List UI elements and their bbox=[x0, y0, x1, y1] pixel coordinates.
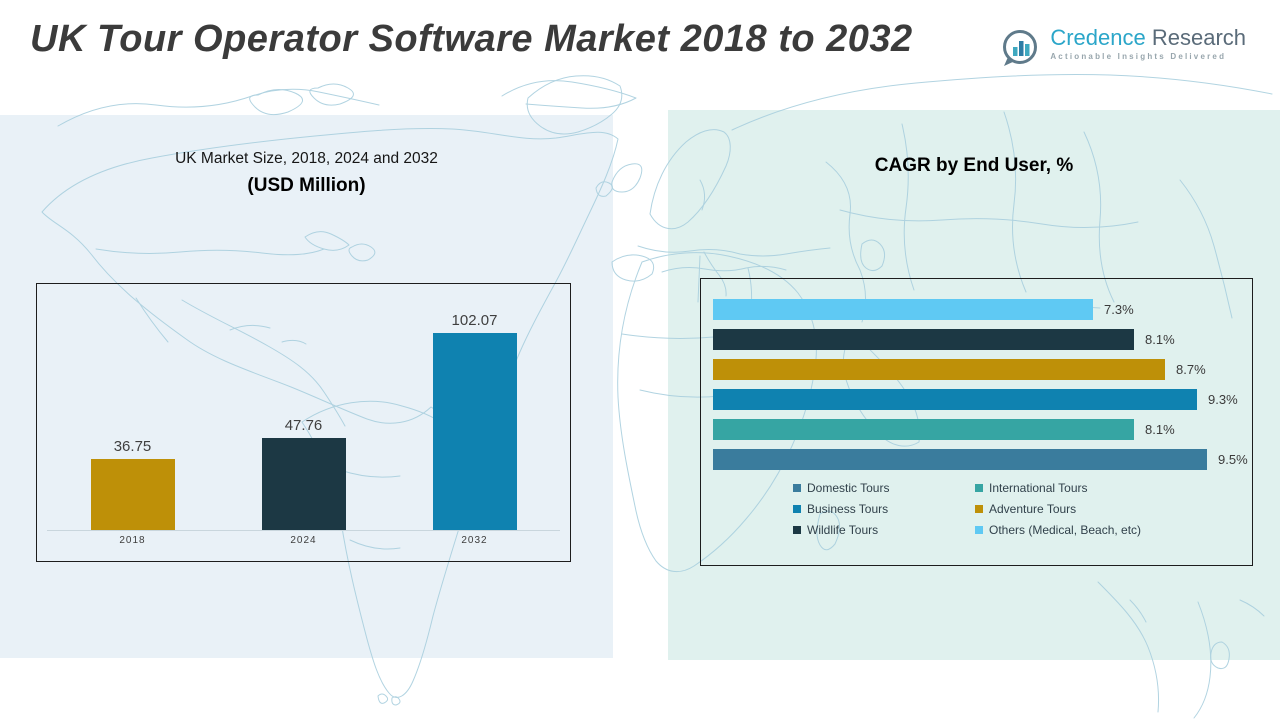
cagr-value-label: 8.7% bbox=[1176, 362, 1206, 377]
right-chart-title: CAGR by End User, % bbox=[874, 155, 1074, 176]
brand-name: Credence Research bbox=[1050, 26, 1246, 50]
cagr-value-label: 9.3% bbox=[1208, 392, 1238, 407]
market-size-chart-card: 36.75 47.76 102.07 2018 2024 2032 bbox=[36, 283, 571, 562]
brand-logo: Credence Research Actionable Insights De… bbox=[999, 26, 1246, 68]
cagr-bar bbox=[713, 329, 1134, 350]
cagr-bar bbox=[713, 389, 1197, 410]
legend-marker-icon bbox=[975, 505, 983, 513]
bar-group-2024: 47.76 bbox=[261, 417, 346, 530]
legend-item: Others (Medical, Beach, etc) bbox=[975, 523, 1252, 537]
legend-label: Business Tours bbox=[807, 502, 889, 516]
left-chart-title-line1: UK Market Size, 2018, 2024 and 2032 bbox=[175, 150, 438, 167]
legend-label: Domestic Tours bbox=[807, 481, 890, 495]
bar-value-label: 102.07 bbox=[451, 312, 498, 329]
cagr-bar bbox=[713, 449, 1207, 470]
market-size-bar-plot: 36.75 47.76 102.07 bbox=[47, 298, 560, 531]
cagr-chart-card: 7.3% 8.1% 8.7% 9.3% 8.1% 9.5% Domestic Tours I… bbox=[700, 278, 1253, 566]
cagr-bar bbox=[713, 359, 1165, 380]
cagr-row: 8.1% bbox=[713, 329, 1252, 350]
cagr-row: 8.1% bbox=[713, 419, 1252, 440]
legend-marker-icon bbox=[793, 505, 801, 513]
legend-item: International Tours bbox=[975, 481, 1252, 495]
bar-value-label: 47.76 bbox=[284, 417, 323, 434]
legend-item: Adventure Tours bbox=[975, 502, 1252, 516]
cagr-bar bbox=[713, 419, 1134, 440]
cagr-row: 9.5% bbox=[713, 449, 1252, 470]
legend-marker-icon bbox=[975, 526, 983, 534]
bar-2032 bbox=[432, 333, 517, 530]
left-chart-title-line2: (USD Million) bbox=[247, 175, 366, 196]
left-chart-title: UK Market Size, 2018, 2024 and 2032 (USD… bbox=[0, 150, 613, 197]
cagr-value-label: 8.1% bbox=[1145, 332, 1175, 347]
bar-value-label: 36.75 bbox=[113, 438, 152, 455]
bar-2018 bbox=[90, 459, 175, 530]
cagr-row: 7.3% bbox=[713, 299, 1252, 320]
cagr-bar bbox=[713, 299, 1093, 320]
cagr-value-label: 7.3% bbox=[1104, 302, 1134, 317]
market-size-x-axis: 2018 2024 2032 bbox=[47, 535, 560, 546]
legend-label: Others (Medical, Beach, etc) bbox=[989, 523, 1142, 537]
cagr-bar-plot: 7.3% 8.1% 8.7% 9.3% 8.1% 9.5% bbox=[713, 299, 1252, 470]
cagr-row: 9.3% bbox=[713, 389, 1252, 410]
legend-label: Adventure Tours bbox=[989, 502, 1077, 516]
legend-item: Wildlife Tours bbox=[793, 523, 975, 537]
page-title: UK Tour Operator Software Market 2018 to… bbox=[30, 18, 913, 60]
bar-group-2018: 36.75 bbox=[90, 438, 175, 530]
x-axis-label-2024: 2024 bbox=[290, 535, 317, 546]
cagr-value-label: 9.5% bbox=[1218, 452, 1248, 467]
legend-marker-icon bbox=[793, 526, 801, 534]
brand-name-secondary: Research bbox=[1151, 25, 1246, 50]
cagr-row: 8.7% bbox=[713, 359, 1252, 380]
legend-label: Wildlife Tours bbox=[807, 523, 879, 537]
legend-label: International Tours bbox=[989, 481, 1088, 495]
bar-2024 bbox=[261, 438, 346, 530]
legend-item: Business Tours bbox=[793, 502, 975, 516]
cagr-legend: Domestic Tours International Tours Busines… bbox=[793, 481, 1252, 537]
legend-marker-icon bbox=[975, 484, 983, 492]
brand-name-primary: Credence bbox=[1050, 25, 1146, 50]
bar-group-2032: 102.07 bbox=[432, 312, 517, 530]
legend-marker-icon bbox=[793, 484, 801, 492]
bar-chart-circle-icon bbox=[1003, 30, 1038, 66]
cagr-value-label: 8.1% bbox=[1145, 422, 1175, 437]
x-axis-label-2032: 2032 bbox=[461, 535, 488, 546]
brand-tagline: Actionable Insights Delivered bbox=[1050, 52, 1227, 61]
x-axis-label-2018: 2018 bbox=[119, 535, 146, 546]
legend-item: Domestic Tours bbox=[793, 481, 975, 495]
